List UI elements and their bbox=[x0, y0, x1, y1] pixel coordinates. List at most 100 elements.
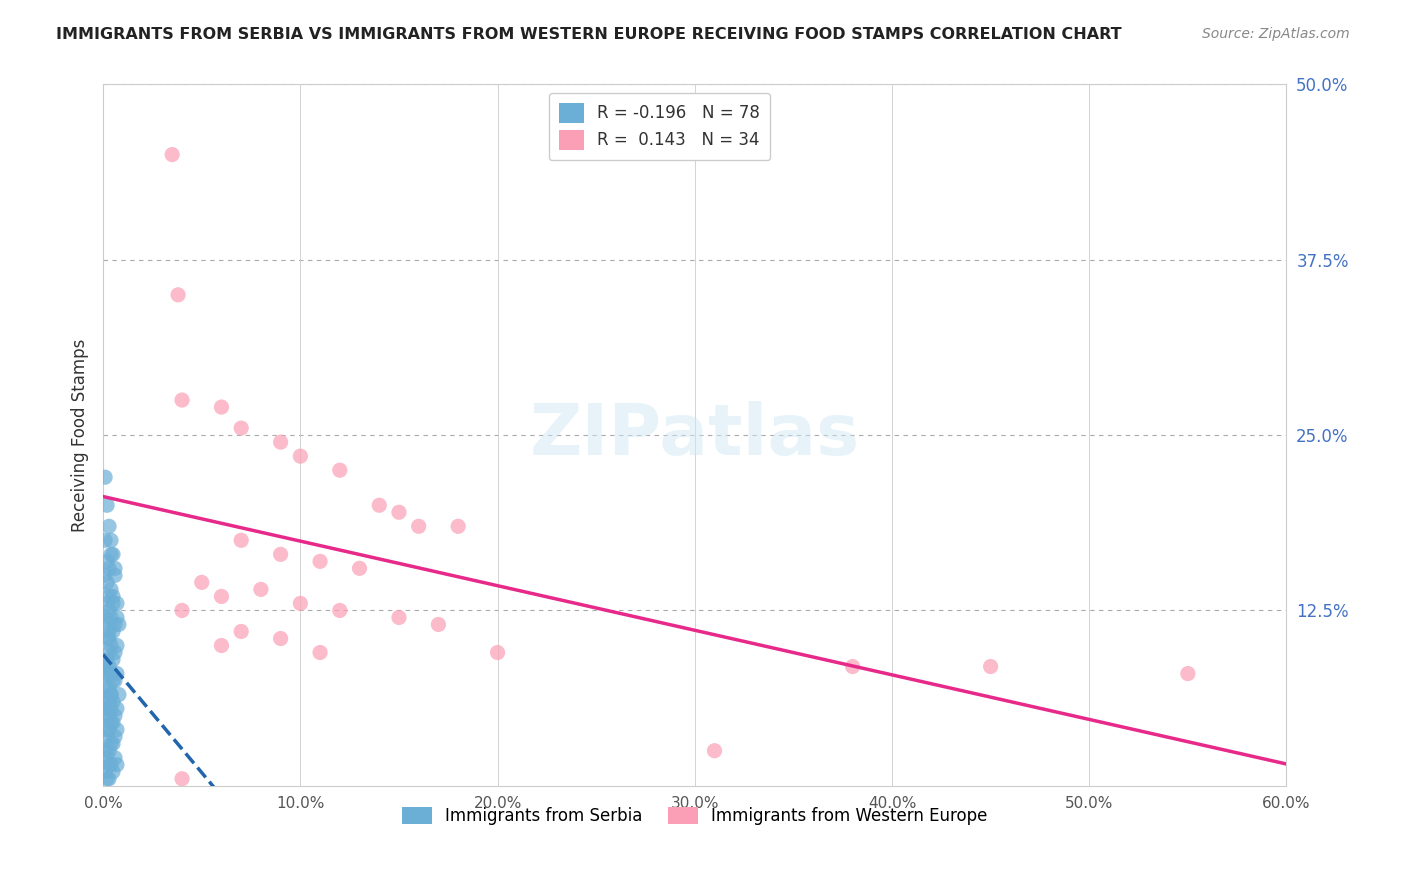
Point bbox=[100, 666, 122, 681]
Point bbox=[96, 666, 118, 681]
Point bbox=[101, 673, 124, 688]
Point bbox=[388, 505, 411, 519]
Point bbox=[160, 147, 183, 161]
Point bbox=[980, 659, 1002, 673]
Point bbox=[96, 498, 118, 512]
Point bbox=[101, 737, 124, 751]
Point bbox=[98, 603, 121, 617]
Point bbox=[100, 688, 122, 702]
Point bbox=[96, 730, 118, 744]
Point bbox=[104, 708, 127, 723]
Point bbox=[104, 617, 127, 632]
Point bbox=[231, 624, 253, 639]
Point bbox=[101, 624, 124, 639]
Point bbox=[170, 772, 193, 786]
Point bbox=[96, 617, 118, 632]
Point bbox=[250, 582, 273, 597]
Point bbox=[94, 666, 117, 681]
Point bbox=[841, 659, 863, 673]
Point bbox=[270, 632, 292, 646]
Point bbox=[98, 646, 121, 660]
Point bbox=[211, 639, 233, 653]
Point bbox=[100, 547, 122, 561]
Point bbox=[101, 764, 124, 779]
Point bbox=[98, 561, 121, 575]
Point bbox=[98, 744, 121, 758]
Text: Source: ZipAtlas.com: Source: ZipAtlas.com bbox=[1202, 27, 1350, 41]
Point bbox=[100, 737, 122, 751]
Point bbox=[486, 646, 509, 660]
Text: IMMIGRANTS FROM SERBIA VS IMMIGRANTS FROM WESTERN EUROPE RECEIVING FOOD STAMPS C: IMMIGRANTS FROM SERBIA VS IMMIGRANTS FRO… bbox=[56, 27, 1122, 42]
Point bbox=[231, 533, 253, 548]
Point bbox=[96, 695, 118, 709]
Point bbox=[105, 610, 128, 624]
Point bbox=[100, 582, 122, 597]
Point bbox=[104, 646, 127, 660]
Point bbox=[170, 603, 193, 617]
Point bbox=[101, 596, 124, 610]
Point bbox=[211, 590, 233, 604]
Point bbox=[100, 701, 122, 715]
Point bbox=[108, 617, 131, 632]
Point bbox=[408, 519, 430, 533]
Point bbox=[101, 547, 124, 561]
Point bbox=[167, 288, 190, 302]
Point bbox=[100, 639, 122, 653]
Point bbox=[98, 624, 121, 639]
Point bbox=[101, 590, 124, 604]
Point bbox=[98, 519, 121, 533]
Point bbox=[100, 533, 122, 548]
Point bbox=[101, 695, 124, 709]
Point bbox=[104, 673, 127, 688]
Point bbox=[104, 561, 127, 575]
Point bbox=[329, 603, 352, 617]
Point bbox=[309, 554, 332, 568]
Point bbox=[98, 772, 121, 786]
Point bbox=[96, 575, 118, 590]
Point bbox=[94, 681, 117, 695]
Point bbox=[98, 590, 121, 604]
Point bbox=[270, 435, 292, 450]
Point bbox=[104, 730, 127, 744]
Point bbox=[349, 561, 371, 575]
Point bbox=[94, 610, 117, 624]
Point bbox=[101, 652, 124, 666]
Point bbox=[101, 715, 124, 730]
Text: ZIPatlas: ZIPatlas bbox=[530, 401, 860, 469]
Point bbox=[100, 610, 122, 624]
Point bbox=[388, 610, 411, 624]
Point bbox=[96, 772, 118, 786]
Point bbox=[190, 575, 212, 590]
Point bbox=[703, 744, 725, 758]
Point bbox=[105, 701, 128, 715]
Point bbox=[105, 639, 128, 653]
Point bbox=[100, 757, 122, 772]
Point bbox=[1177, 666, 1199, 681]
Point bbox=[427, 617, 450, 632]
Point bbox=[329, 463, 352, 477]
Point bbox=[98, 708, 121, 723]
Y-axis label: Receiving Food Stamps: Receiving Food Stamps bbox=[72, 338, 89, 532]
Point bbox=[108, 688, 131, 702]
Point bbox=[94, 701, 117, 715]
Point bbox=[100, 715, 122, 730]
Point bbox=[105, 596, 128, 610]
Point bbox=[104, 750, 127, 764]
Legend: Immigrants from Serbia, Immigrants from Western Europe: Immigrants from Serbia, Immigrants from … bbox=[394, 798, 995, 833]
Point bbox=[98, 681, 121, 695]
Point bbox=[96, 554, 118, 568]
Point bbox=[211, 400, 233, 414]
Point bbox=[447, 519, 470, 533]
Point bbox=[94, 470, 117, 484]
Point bbox=[96, 750, 118, 764]
Point bbox=[290, 596, 312, 610]
Point bbox=[94, 723, 117, 737]
Point bbox=[98, 723, 121, 737]
Point bbox=[270, 547, 292, 561]
Point bbox=[94, 568, 117, 582]
Point bbox=[100, 688, 122, 702]
Point bbox=[94, 764, 117, 779]
Point bbox=[290, 449, 312, 463]
Point bbox=[105, 723, 128, 737]
Point bbox=[309, 646, 332, 660]
